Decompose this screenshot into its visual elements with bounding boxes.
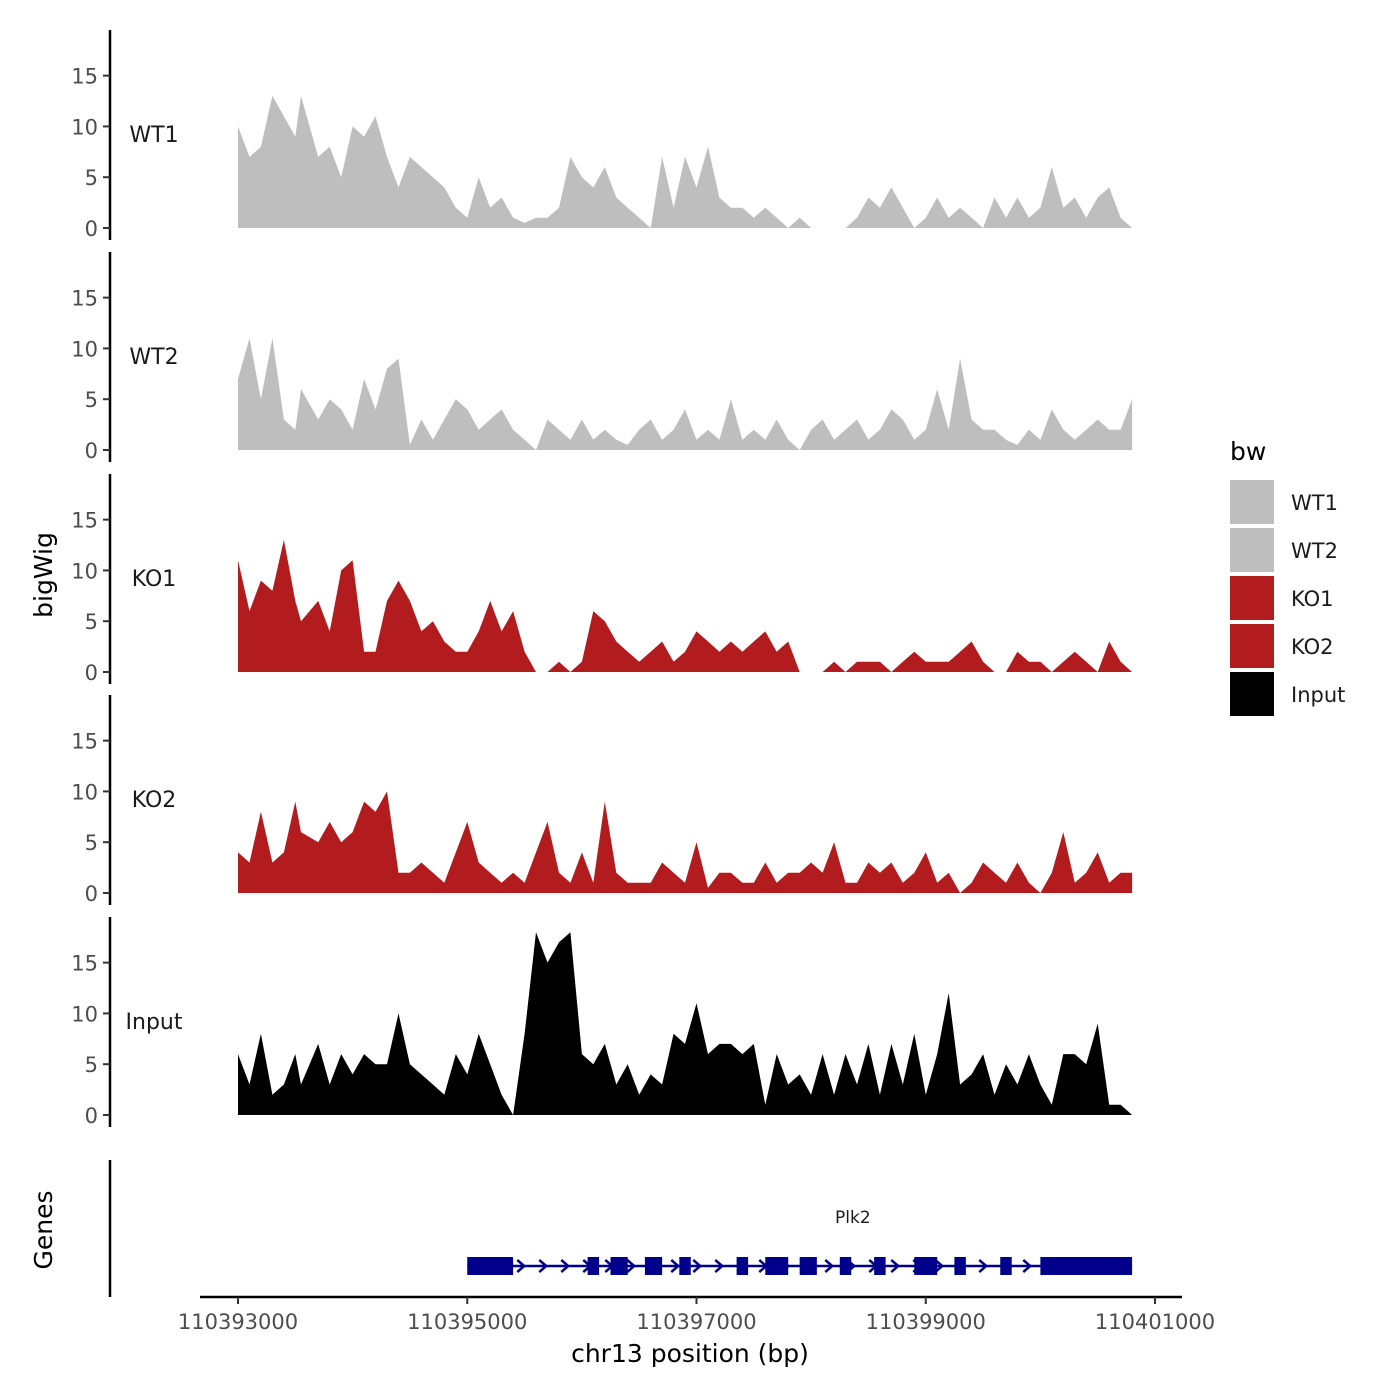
legend-key-ko2 xyxy=(1230,624,1274,668)
y-tick-label: 5 xyxy=(85,831,98,855)
y-tick-label: 5 xyxy=(85,166,98,190)
strand-arrow xyxy=(626,1259,637,1273)
series-label: KO1 xyxy=(132,567,177,592)
legend-label: KO2 xyxy=(1291,635,1334,659)
y-tick-label: 0 xyxy=(85,1104,98,1128)
legend-key-input xyxy=(1230,672,1274,716)
y-tick-label: 5 xyxy=(85,610,98,634)
strand-arrow xyxy=(714,1259,725,1273)
legend: bw WT1 WT2 KO1 KO2 Input xyxy=(1230,437,1345,716)
x-tick-label: 110393000 xyxy=(178,1310,298,1334)
strand-arrow xyxy=(692,1259,703,1273)
gene-exon xyxy=(587,1257,600,1275)
panel-input: 0 5 10 15 Input xyxy=(71,917,1133,1128)
x-axis: 110393000 110395000 110397000 110399000 1104… xyxy=(178,1295,1215,1334)
legend-label: WT2 xyxy=(1291,539,1338,563)
panel-ko1: 0 5 10 15 KO1 xyxy=(71,474,1133,685)
coverage-area-wt1 xyxy=(238,95,1133,229)
gene-exon xyxy=(736,1257,749,1275)
gene-exon xyxy=(644,1257,663,1275)
y-tick-label: 5 xyxy=(85,388,98,412)
strand-arrow xyxy=(978,1259,989,1273)
gene-exon xyxy=(1000,1257,1012,1275)
legend-label: WT1 xyxy=(1291,491,1338,515)
gene-exon xyxy=(1040,1257,1133,1275)
x-tick-label: 110395000 xyxy=(407,1310,527,1334)
legend-label: KO1 xyxy=(1291,587,1334,611)
strand-arrow xyxy=(516,1259,527,1273)
y-axis-title: bigWig xyxy=(29,532,58,618)
gene-exon xyxy=(914,1257,938,1275)
strand-arrow xyxy=(538,1259,549,1273)
x-tick-label: 110399000 xyxy=(866,1310,986,1334)
legend-title: bw xyxy=(1230,437,1266,466)
series-label: Input xyxy=(126,1010,183,1035)
gene-name-label: Plk2 xyxy=(835,1208,871,1228)
y-tick-label: 0 xyxy=(85,661,98,685)
panel-wt2: 0 5 10 15 WT2 xyxy=(71,252,1133,463)
y-tick-label: 10 xyxy=(71,780,98,804)
y-tick-label: 15 xyxy=(71,65,98,89)
y-tick-label: 10 xyxy=(71,115,98,139)
y-tick-label: 15 xyxy=(71,730,98,754)
y-tick-label: 10 xyxy=(71,1002,98,1026)
gene-exon xyxy=(765,1257,789,1275)
genes-axis-title: Genes xyxy=(29,1190,58,1269)
coverage-area-ko2 xyxy=(238,791,1133,893)
gene-exon xyxy=(799,1257,817,1275)
legend-key-wt2 xyxy=(1230,528,1274,572)
x-tick-label: 110397000 xyxy=(636,1310,756,1334)
x-tick-label: 110401000 xyxy=(1095,1310,1215,1334)
series-label: KO2 xyxy=(132,788,177,813)
y-tick-label: 0 xyxy=(85,882,98,906)
x-axis-title: chr13 position (bp) xyxy=(571,1339,809,1368)
y-tick-label: 15 xyxy=(71,509,98,533)
gene-exon xyxy=(467,1257,514,1275)
coverage-area-input xyxy=(238,932,1133,1115)
strand-arrow xyxy=(670,1259,681,1273)
panel-ko2: 0 5 10 15 KO2 xyxy=(71,695,1133,906)
y-tick-label: 0 xyxy=(85,217,98,241)
gene-exon xyxy=(679,1257,691,1275)
strand-arrow xyxy=(1022,1259,1033,1273)
gene-exon xyxy=(874,1257,886,1275)
strand-arrow xyxy=(934,1259,945,1273)
legend-key-wt1 xyxy=(1230,480,1274,524)
y-tick-label: 15 xyxy=(71,952,98,976)
y-tick-label: 10 xyxy=(71,559,98,583)
gene-exon xyxy=(839,1257,852,1275)
genes-track: Plk2 xyxy=(108,1160,1133,1297)
strand-arrow xyxy=(560,1259,571,1273)
panel-wt1: 0 5 10 15 WT1 xyxy=(71,30,1133,241)
track-panels: 0 5 10 15 WT1 0 5 10 15 WT2 0 5 10 15 KO1 0 5 10 15 KO2 0 5 10… xyxy=(71,30,1133,1128)
legend-label: Input xyxy=(1291,683,1345,707)
gene-plk2: Plk2 xyxy=(467,1208,1133,1275)
coverage-area-ko1 xyxy=(238,539,1133,672)
legend-key-ko1 xyxy=(1230,576,1274,620)
y-tick-label: 0 xyxy=(85,439,98,463)
y-tick-label: 5 xyxy=(85,1053,98,1077)
strand-arrow xyxy=(824,1259,835,1273)
gene-exon xyxy=(610,1257,628,1275)
series-label: WT1 xyxy=(129,123,178,148)
y-tick-label: 10 xyxy=(71,337,98,361)
gene-exon xyxy=(954,1257,966,1275)
y-tick-label: 15 xyxy=(71,287,98,311)
series-label: WT2 xyxy=(129,345,178,370)
coverage-area-wt2 xyxy=(238,338,1133,450)
strand-arrow xyxy=(890,1259,901,1273)
